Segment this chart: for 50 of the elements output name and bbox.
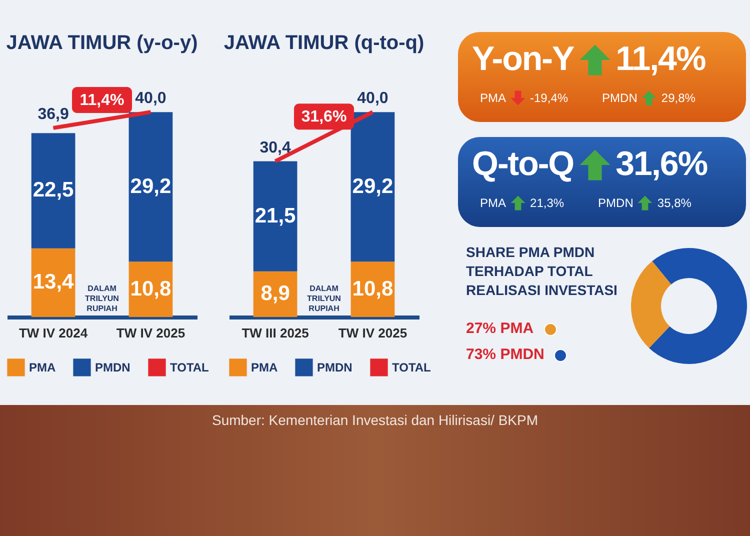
text: JAWA TIMUR (q-to-q) bbox=[224, 32, 424, 54]
x-tick-label: TW IV 2024 bbox=[18, 326, 88, 340]
text: PMDN bbox=[598, 196, 634, 210]
text: 21,3% bbox=[530, 196, 564, 210]
donut-slice bbox=[649, 248, 747, 364]
data-label: 40,0 bbox=[135, 90, 166, 108]
text: 11,4% bbox=[616, 40, 706, 79]
bar bbox=[350, 112, 395, 262]
data-label: 10,8 bbox=[130, 277, 172, 300]
text: JAWA TIMUR (y-o-y) bbox=[6, 32, 198, 54]
x-tick-label: TW III 2025 bbox=[242, 326, 309, 340]
annotation: 31,6% bbox=[301, 108, 347, 126]
data-label: 29,2 bbox=[352, 174, 394, 198]
x-tick-label: TW IV 2025 bbox=[338, 326, 408, 340]
data-label: 36,9 bbox=[38, 106, 69, 123]
donut-slice bbox=[631, 261, 672, 348]
annotation: 11,4% bbox=[80, 92, 124, 110]
data-label: 13,4 bbox=[32, 270, 74, 294]
annotation: DALAM TRILYUN RUPIAH bbox=[307, 284, 342, 313]
legend-label: PMA bbox=[29, 360, 56, 374]
data-label: 22,5 bbox=[32, 178, 74, 202]
text: Sumber: Kementerian Investasi dan Hilirisasi/ BKPM bbox=[210, 412, 540, 428]
text: Y-on-Y bbox=[472, 40, 574, 79]
legend-label: TOTAL bbox=[170, 360, 209, 374]
legend-label: 27% PMA bbox=[466, 320, 534, 337]
data-label: 10,8 bbox=[352, 277, 394, 300]
text: PMA bbox=[480, 196, 506, 210]
text: 31,6% bbox=[616, 145, 708, 184]
bar bbox=[253, 161, 298, 272]
text: 35,8% bbox=[657, 196, 692, 210]
text: Q-to-Q bbox=[472, 145, 574, 184]
data-label: 40,0 bbox=[357, 90, 388, 108]
data-label: 30,4 bbox=[260, 139, 291, 156]
legend-label: PMDN bbox=[317, 360, 352, 374]
data-label: 21,5 bbox=[254, 204, 296, 228]
annotation: DALAM TRILYUN RUPIAH bbox=[85, 284, 120, 313]
bar bbox=[128, 112, 173, 262]
data-label: 8,9 bbox=[260, 282, 290, 306]
data-label: 29,2 bbox=[130, 174, 172, 198]
text: PMA bbox=[480, 91, 506, 105]
legend-label: 73% PMDN bbox=[466, 346, 544, 363]
x-tick-label: TW IV 2025 bbox=[116, 326, 186, 340]
legend-label: PMDN bbox=[95, 360, 130, 374]
text: 29,8% bbox=[661, 91, 696, 105]
bar bbox=[31, 133, 76, 248]
legend-label: TOTAL bbox=[392, 360, 431, 374]
legend-label: PMA bbox=[251, 360, 278, 374]
text: SHARE PMA PMDN TERHADAP TOTAL REALISASI INVESTASI bbox=[466, 243, 618, 300]
text: PMDN bbox=[602, 91, 638, 105]
text: -19,4% bbox=[530, 91, 568, 105]
